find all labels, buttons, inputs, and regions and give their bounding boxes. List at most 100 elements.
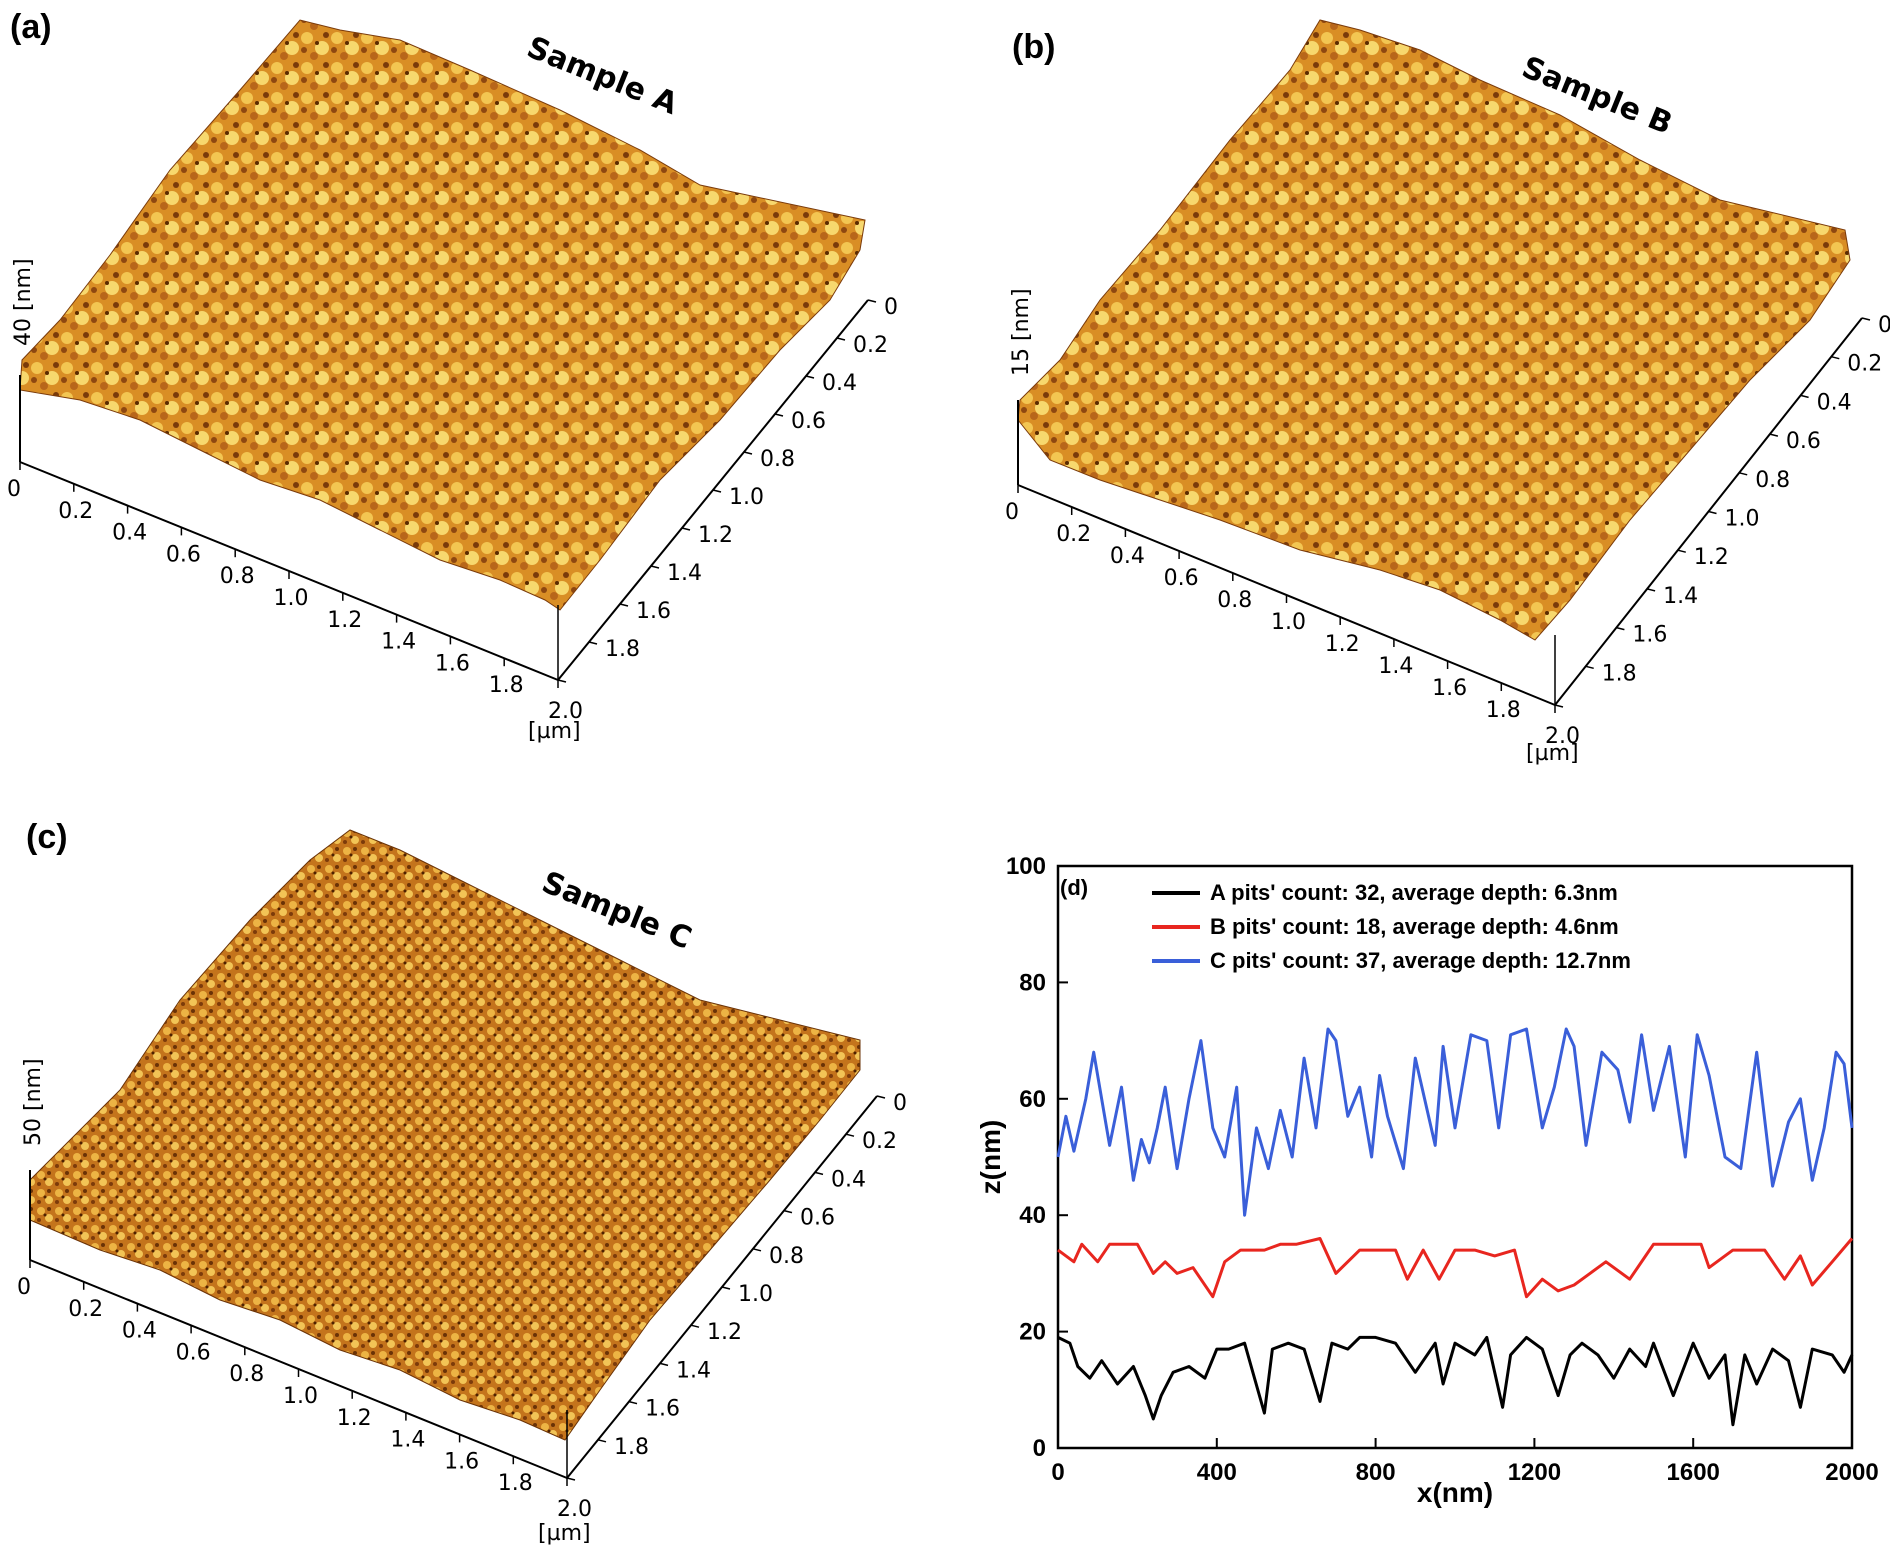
afm-y-tick-mark xyxy=(1861,317,1871,321)
afm-x-tick-label: 1.8 xyxy=(1486,698,1521,723)
afm-y-tick-mark xyxy=(566,1477,576,1481)
afm-x-tick-label: 1.0 xyxy=(1271,610,1306,635)
afm-y-tick-label: 0 xyxy=(893,1091,907,1116)
afm-y-tick-mark xyxy=(650,565,660,569)
series-line-c xyxy=(1056,1027,1854,1217)
afm-y-tick-label: 2.0 xyxy=(548,699,583,724)
afm-y-tick-mark xyxy=(619,603,629,607)
afm-x-tick-label: 1.0 xyxy=(274,586,309,611)
afm-y-tick-label: 0.8 xyxy=(1755,468,1790,493)
x-tick-label: 2000 xyxy=(1825,1459,1878,1486)
afm-surface-a xyxy=(19,19,866,611)
afm-y-tick-label: 0.6 xyxy=(791,409,826,434)
afm-panel-b: 0 0.2 0.4 0.6 0.8 1.0 1.2 1.4 1.6 1.8 0 0.2 0.4 0.6 0… xyxy=(1005,19,1890,766)
afm-x-tick-label: 1.6 xyxy=(435,651,470,676)
y-tick-label: 60 xyxy=(1019,1086,1046,1113)
afm-y-tick-label: 0.2 xyxy=(1847,352,1882,377)
afm-x-tick-label: 0 xyxy=(17,1275,31,1300)
afm-y-tick-mark xyxy=(783,1209,793,1214)
afm-y-tick-label: 0.2 xyxy=(853,333,888,358)
panel-label-d: (d) xyxy=(1060,875,1088,900)
afm-y-tick-mark xyxy=(597,1439,607,1443)
afm-y-tick-label: 0.4 xyxy=(831,1167,866,1192)
afm-y-tick-label: 0 xyxy=(1878,313,1890,338)
afm-y-tick-label: 0.2 xyxy=(862,1129,897,1154)
afm-y-tick-label: 1.2 xyxy=(1694,545,1729,570)
afm-y-tick-mark xyxy=(659,1362,669,1367)
y-tick-label: 100 xyxy=(1006,853,1046,880)
afm-y-tick-mark xyxy=(814,1171,824,1176)
legend-entry-c: C pits' count: 37, average depth: 12.7nm xyxy=(1210,948,1631,973)
plot-x-ticks: 0 400 800 1200 1600 2000 xyxy=(1051,1438,1879,1486)
afm-x-tick-label: 0.4 xyxy=(1110,544,1145,569)
afm-y-tick-label: 1.8 xyxy=(605,637,640,662)
afm-x-ticks-c: 0 0.2 0.4 0.6 0.8 1.0 1.2 1.4 1.6 1.8 xyxy=(17,1260,568,1496)
afm-z-label-a: 40 [nm] xyxy=(11,258,36,346)
afm-x-tick-label: 1.6 xyxy=(1432,676,1467,701)
afm-y-tick-label: 1.0 xyxy=(738,1282,773,1307)
afm-y-tick-label: 1.2 xyxy=(707,1320,742,1345)
afm-y-tick-label: 0.4 xyxy=(822,371,857,396)
afm-y-tick-label: 2.0 xyxy=(1545,724,1580,749)
afm-x-tick-label: 0.8 xyxy=(229,1362,264,1387)
x-tick-label: 800 xyxy=(1356,1459,1396,1486)
afm-x-tick-label: 1.8 xyxy=(489,673,524,698)
x-tick-label: 1200 xyxy=(1508,1459,1561,1486)
afm-y-tick-label: 0.6 xyxy=(800,1206,835,1231)
afm-x-tick-label: 1.6 xyxy=(444,1449,479,1474)
afm-x-tick-label: 0.8 xyxy=(1217,588,1252,613)
afm-x-tick-label: 0.2 xyxy=(58,499,93,524)
afm-x-ticks-b: 0 0.2 0.4 0.6 0.8 1.0 1.2 1.4 1.6 1.8 xyxy=(1005,485,1556,723)
afm-y-tick-mark xyxy=(1708,510,1717,515)
afm-y-tick-label: 2.0 xyxy=(557,1497,592,1522)
afm-panel-c: 00.20.40.60.81.01.21.41.61.8 00.20.40.60… xyxy=(17,829,907,1546)
afm-y-tick-mark xyxy=(628,1400,638,1405)
afm-y-tick-mark xyxy=(681,527,691,531)
afm-unit-label-c: [µm] xyxy=(538,1521,591,1546)
x-tick-label: 0 xyxy=(1051,1459,1064,1486)
afm-y-tick-label: 0.8 xyxy=(769,1244,804,1269)
afm-surface-c xyxy=(29,829,861,1441)
afm-y-tick-mark xyxy=(1800,394,1809,399)
afm-y-tick-mark xyxy=(588,641,598,645)
afm-x-tick-label: 1.4 xyxy=(381,630,416,655)
afm-x-tick-label: 0.6 xyxy=(1164,566,1199,591)
afm-y-ticks-b: 0 0.2 0.4 0.6 0.8 1.0 1.2 1.4 1.6 1.8 2.0 xyxy=(1545,313,1890,749)
y-axis-label: z(nm) xyxy=(975,1120,1006,1195)
afm-x-tick-label: 0 xyxy=(7,477,21,502)
plot-y-ticks: 0 20 40 60 80 100 xyxy=(1006,853,1068,1462)
afm-x-tick-label: 0.2 xyxy=(1056,522,1091,547)
afm-y-tick-mark xyxy=(867,299,877,303)
afm-y-tick-label: 0.8 xyxy=(760,447,795,472)
afm-x-tick-label: 1.0 xyxy=(283,1384,318,1409)
afm-x-tick-label: 0.4 xyxy=(122,1319,157,1344)
afm-y-tick-mark xyxy=(1554,704,1564,708)
afm-x-ticks-a: 0 0.2 0.4 0.6 0.8 1.0 1.2 1.4 1.6 1.8 xyxy=(7,462,559,698)
afm-y-tick-mark xyxy=(1769,433,1779,437)
afm-x-tick-label: 0.4 xyxy=(112,521,147,546)
afm-y-tick-label: 1.2 xyxy=(698,523,733,548)
afm-unit-label-b: [µm] xyxy=(1526,741,1579,766)
afm-y-tick-label: 1.0 xyxy=(729,485,764,510)
panel-label-a: (a) xyxy=(10,8,52,46)
panel-label-c: (c) xyxy=(26,818,68,856)
afm-y-tick-label: 0.6 xyxy=(1786,429,1821,454)
afm-unit-label-a: [µm] xyxy=(528,719,581,744)
afm-y-ticks-c: 0 0.2 0.4 0.6 0.8 1.0 1.2 1.4 1.6 1.8 2.0 xyxy=(557,1091,907,1522)
y-tick-label: 40 xyxy=(1019,1202,1046,1229)
x-axis-label: x(nm) xyxy=(1417,1477,1493,1508)
afm-y-tick-mark xyxy=(805,375,815,379)
afm-y-tick-label: 1.8 xyxy=(1602,661,1637,686)
afm-y-tick-label: 1.0 xyxy=(1725,507,1760,532)
afm-y-tick-label: 1.4 xyxy=(1663,584,1698,609)
afm-y-tick-label: 1.6 xyxy=(1632,623,1667,648)
y-tick-label: 80 xyxy=(1019,969,1046,996)
plot-legend: A pits' count: 32, average depth: 6.3nm B… xyxy=(1152,880,1631,973)
afm-y-tick-label: 0.4 xyxy=(1817,390,1852,415)
afm-y-tick-mark xyxy=(836,337,846,341)
afm-y-tick-mark xyxy=(1585,665,1594,670)
series-line-a xyxy=(1057,1335,1854,1427)
afm-y-tick-label: 1.4 xyxy=(676,1358,711,1383)
plot-series xyxy=(1056,1027,1854,1427)
afm-x-tick-label: 0.8 xyxy=(220,564,255,589)
